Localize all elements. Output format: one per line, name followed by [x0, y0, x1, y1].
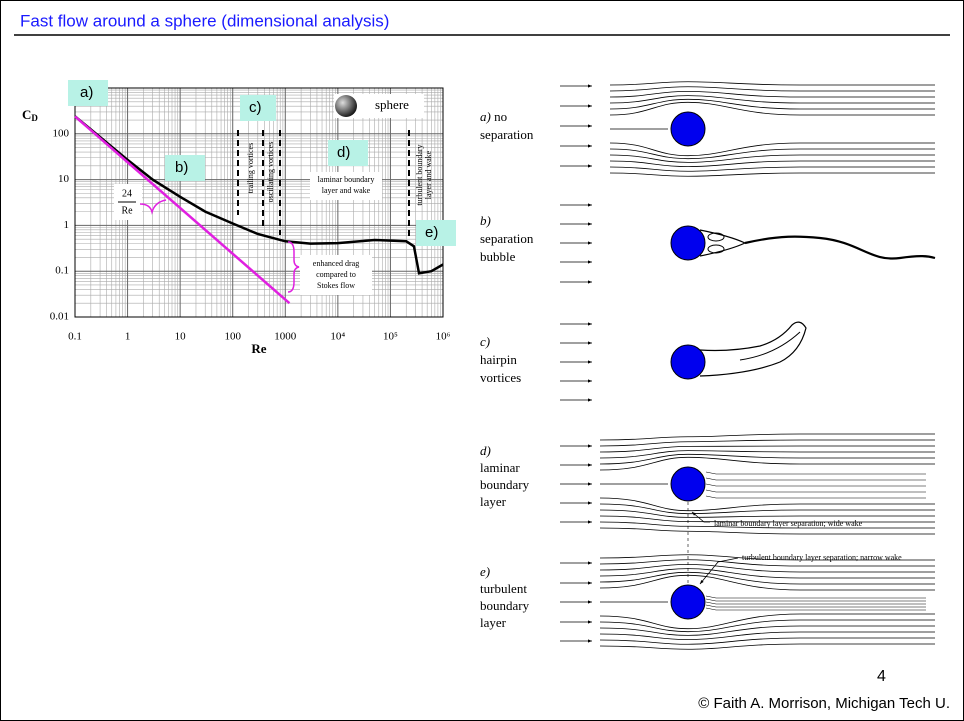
y-tick-label: 100 [53, 127, 70, 139]
note-text: oscillating vortices [266, 142, 275, 203]
panel-line: laminar [480, 460, 520, 475]
panel-line: turbulent [480, 581, 527, 596]
panel-line: no [494, 109, 507, 124]
note-text: compared to [316, 270, 356, 279]
sphere [671, 226, 705, 260]
panel-line: boundary [480, 477, 530, 492]
note-text: layer and wake [424, 150, 433, 199]
x-tick-label: 10 [175, 331, 187, 343]
note-box-label: a) [80, 84, 93, 101]
note-box-label: e) [425, 224, 438, 241]
chart: 0.1 1 10 100 1000 10⁴ 10⁵ 10⁶ 0.01 0.1 1 10 100 Re CD [22, 88, 451, 356]
panel-letter: e) [480, 564, 490, 579]
panel-line: layer [480, 615, 507, 630]
x-tick-label: 10⁴ [330, 331, 345, 343]
flow-note: turbulent boundary layer separation; nar… [742, 553, 902, 562]
y-tick-label: 10 [58, 173, 70, 185]
slide-title: Fast flow around a sphere (dimensional a… [20, 11, 389, 30]
note-text: turbulent boundary [415, 144, 424, 205]
y-axis-label-sub: D [31, 113, 38, 123]
sphere [671, 345, 705, 379]
note-text: sphere [375, 97, 409, 112]
y-tick-label: 1 [64, 219, 70, 231]
panel-line: hairpin [480, 352, 517, 367]
x-tick-label: 10⁶ [436, 331, 451, 343]
sphere-icon [335, 95, 357, 117]
panel-line: separation [480, 231, 534, 246]
sphere [671, 467, 705, 501]
y-axis-label-main: C [22, 107, 31, 122]
panel-letter: b) [480, 213, 491, 228]
panel-letter: d) [480, 443, 491, 458]
x-tick-label: 1000 [274, 331, 297, 343]
x-tick-label: 1 [125, 331, 131, 343]
sphere [671, 112, 705, 146]
note-box-label: c) [249, 99, 262, 116]
panel-line: vortices [480, 370, 521, 385]
panel-label: a) no [480, 109, 507, 124]
note-text: Re [121, 205, 133, 216]
panel-letter: c) [480, 334, 490, 349]
panel-line: layer [480, 494, 507, 509]
panel-letter: a) [480, 109, 491, 124]
note-box-label: d) [337, 144, 350, 161]
note-text: Stokes flow [317, 281, 355, 290]
x-tick-label: 10⁵ [383, 331, 398, 343]
page-number: 4 [877, 668, 886, 685]
x-tick-label: 0.1 [68, 331, 82, 343]
flow-note: laminar boundary layer separation; wide … [714, 519, 863, 528]
y-tick-label: 0.1 [55, 265, 69, 277]
x-tick-label: 100 [224, 331, 241, 343]
sphere [671, 585, 705, 619]
note-text: laminar boundary [318, 175, 375, 184]
credit: © Faith A. Morrison, Michigan Tech U. [698, 695, 950, 712]
note-text: trailing vortices [246, 143, 255, 193]
note-text: 24 [122, 188, 132, 199]
slide: Fast flow around a sphere (dimensional a… [0, 0, 964, 721]
x-axis-label: Re [251, 341, 266, 356]
note-text: layer and wake [322, 186, 371, 195]
y-tick-label: 0.01 [50, 311, 69, 323]
note-text: enhanced drag [313, 259, 359, 268]
panel-line: separation [480, 127, 534, 142]
panel-line: boundary [480, 598, 530, 613]
note-box-label: b) [175, 159, 188, 176]
panel-line: bubble [480, 249, 516, 264]
